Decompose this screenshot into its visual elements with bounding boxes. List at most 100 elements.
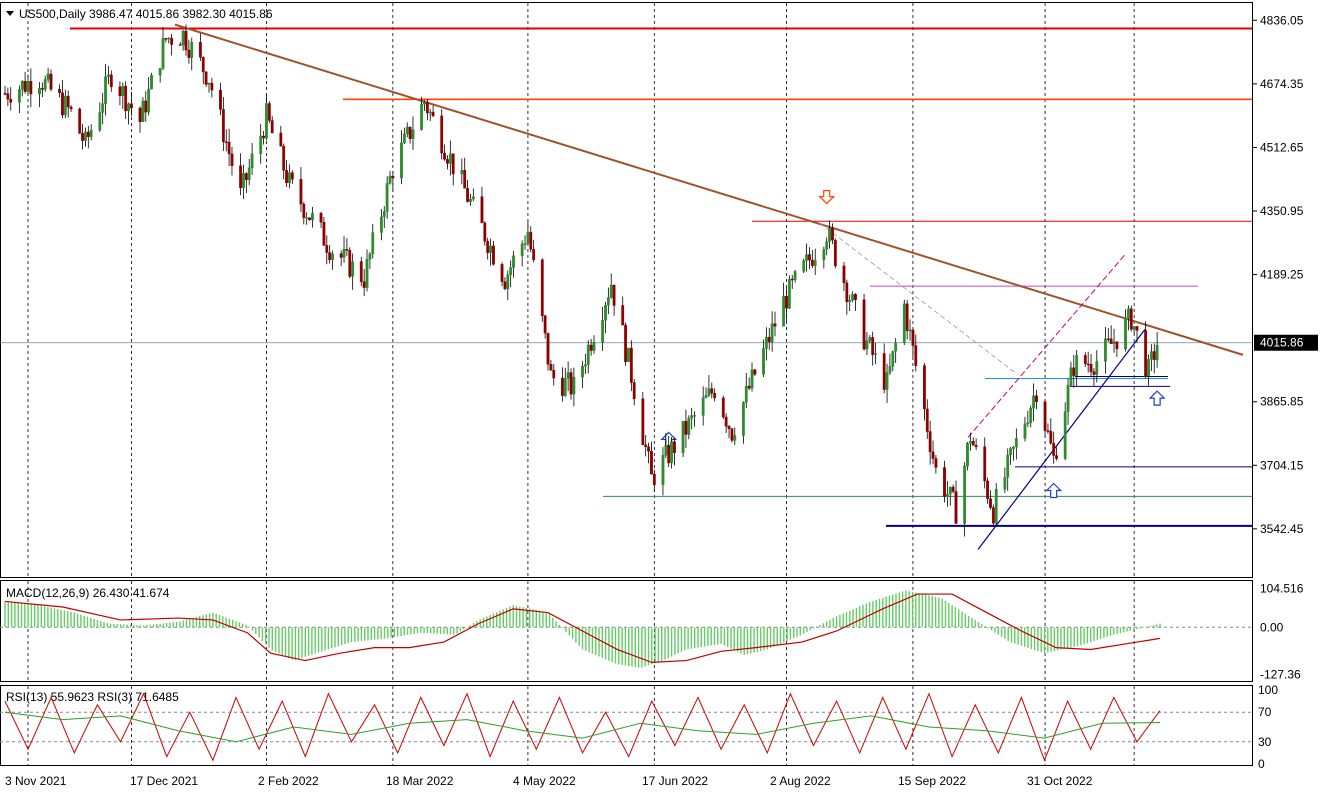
candle-body	[673, 441, 676, 453]
candle-body	[802, 260, 806, 272]
candle-body	[770, 323, 774, 343]
candle-body	[331, 253, 334, 260]
candle-body	[9, 98, 13, 103]
rsi-tick-label: 100	[1258, 683, 1278, 697]
candle-body	[943, 467, 946, 497]
candle-body	[466, 188, 469, 202]
rsi-panel-frame	[0, 685, 1253, 766]
candle-body	[187, 49, 191, 58]
candle-body	[787, 278, 791, 309]
candle-body	[20, 81, 24, 90]
candle-body	[61, 92, 64, 116]
candle-body	[311, 212, 314, 221]
candle-body	[1075, 355, 1079, 376]
date-tick-label: 2 Aug 2022	[770, 774, 831, 788]
candle-body	[244, 173, 248, 181]
candle-body	[210, 82, 214, 91]
candle-body	[299, 179, 303, 205]
candle-body	[730, 428, 734, 441]
macd-tick-label: 0.00	[1260, 620, 1284, 634]
candle-body	[104, 76, 107, 104]
candle-body	[448, 153, 452, 164]
candle-body	[402, 133, 406, 144]
candle-body	[69, 106, 73, 110]
candle-body	[224, 141, 228, 143]
candle-body	[17, 89, 21, 103]
dashed-channel-line	[967, 254, 1126, 438]
candle-body	[382, 211, 386, 217]
candle-body	[911, 329, 915, 346]
candle-body	[247, 167, 251, 181]
rsi-title: RSI(13) 55.9623 RSI(3) 71.6485	[6, 690, 179, 704]
candle-body	[687, 417, 691, 435]
candle-body	[882, 353, 886, 390]
candle-body	[664, 445, 668, 456]
candle-body	[40, 87, 44, 90]
price-tick-label: 3704.15	[1260, 458, 1304, 472]
candle-body	[908, 329, 912, 332]
axis-labels: 4836.05 4674.35 4512.65 4350.95 4189.25 4015.…	[5, 13, 1318, 788]
candle-body	[833, 239, 837, 267]
date-tick-label: 15 Sep 2022	[898, 774, 966, 788]
candle-body	[46, 73, 50, 80]
candle-body	[604, 305, 607, 321]
candle-body	[609, 284, 613, 298]
candle-body	[543, 315, 547, 334]
candle-body	[808, 254, 811, 261]
candle-body	[1003, 477, 1007, 490]
candle-body	[512, 255, 515, 268]
candle-body	[1149, 351, 1153, 360]
candle-body	[632, 382, 636, 399]
candle-body	[339, 253, 343, 258]
candle-body	[552, 370, 556, 379]
candle-body	[443, 152, 446, 160]
candle-body	[63, 95, 67, 116]
candle-body	[265, 103, 268, 139]
candle-body	[750, 369, 754, 389]
macd-tick-label: 104.516	[1260, 582, 1304, 596]
candle-body	[242, 173, 245, 188]
price-tick-label: 4015.86	[1260, 336, 1304, 350]
candle-body	[1012, 446, 1015, 449]
candle-body	[721, 397, 725, 418]
candle-body	[681, 420, 685, 453]
candle-body	[572, 376, 576, 395]
candle-body	[793, 271, 797, 280]
candle-body	[78, 108, 82, 134]
rsi-tick-label: 30	[1258, 735, 1272, 749]
candle-body	[348, 250, 352, 277]
candle-body	[1032, 395, 1035, 409]
candle-body	[693, 415, 696, 417]
date-tick-label: 18 Mar 2022	[386, 774, 454, 788]
candle-body	[423, 102, 426, 105]
candle-body	[147, 88, 151, 113]
candle-body	[178, 44, 182, 46]
candle-body	[744, 385, 748, 403]
candle-body	[928, 431, 932, 453]
rsi13-line	[4, 711, 1161, 743]
candle-body	[641, 398, 645, 445]
candle-body	[440, 115, 444, 154]
candle-body	[198, 42, 202, 58]
candle-body	[480, 196, 484, 224]
candle-body	[101, 103, 105, 113]
candle-body	[963, 465, 967, 524]
candle-body	[966, 443, 969, 467]
candle-body	[747, 385, 751, 389]
candle-body	[529, 231, 533, 250]
symbol-dropdown-icon[interactable]	[6, 11, 14, 16]
candle-body	[532, 249, 536, 260]
candle-body	[1086, 363, 1090, 366]
price-tick-label: 3865.85	[1260, 395, 1304, 409]
candle-body	[701, 397, 705, 416]
candle-body	[1089, 364, 1093, 372]
candle-body	[785, 295, 788, 309]
candle-body	[624, 324, 627, 362]
candle-body	[764, 336, 768, 349]
candle-body	[1014, 438, 1018, 448]
descending-trendline	[174, 23, 1244, 356]
candle-body	[667, 445, 671, 464]
candle-body	[710, 388, 714, 394]
candle-body	[1049, 430, 1053, 444]
